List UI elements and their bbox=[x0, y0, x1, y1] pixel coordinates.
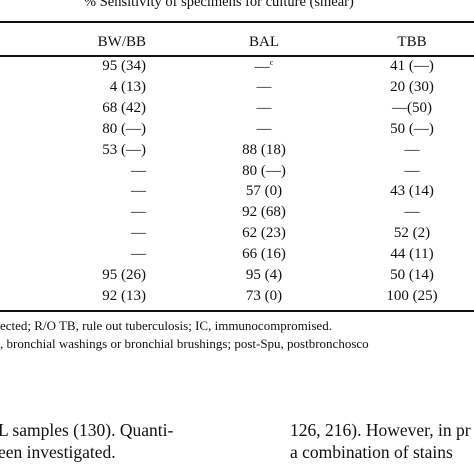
table-cell: 95 (4) bbox=[200, 267, 328, 284]
column-header-rule bbox=[0, 55, 474, 57]
header-underline bbox=[0, 21, 474, 23]
table-cell-value: 52 (2) bbox=[393, 225, 431, 242]
table-cell-value: 50 (—) bbox=[390, 120, 434, 137]
table-cell: 20 (30) bbox=[362, 79, 462, 96]
table-cell: 52 (2) bbox=[362, 225, 462, 242]
table-cell: 62 (23) bbox=[200, 225, 328, 242]
table-cell: — bbox=[200, 79, 328, 96]
table-cell-value: 68 (42) bbox=[102, 99, 146, 116]
table-header-title: % Sensitivity of specimens for culture (… bbox=[84, 0, 464, 11]
table-cell-value: — bbox=[254, 59, 270, 75]
table-cell: — bbox=[50, 183, 146, 200]
table-cell: — bbox=[50, 225, 146, 242]
table-cell: 50 (14) bbox=[362, 267, 462, 284]
table-cell-value: — bbox=[131, 162, 146, 179]
table-cell: 66 (16) bbox=[200, 246, 328, 263]
table-cell: 41 (—) bbox=[362, 58, 462, 75]
footnote-line: , bronchial washings or bronchial brushi… bbox=[0, 336, 369, 351]
table-cell: 68 (42) bbox=[50, 100, 146, 117]
table-cell: — bbox=[362, 163, 462, 180]
table-cell: — bbox=[200, 121, 328, 138]
table-cell: 50 (—) bbox=[362, 121, 462, 138]
body-text-left-line: een investigated. bbox=[0, 442, 116, 462]
table-cell: 53 (—) bbox=[50, 142, 146, 159]
table-cell: 95 (34) bbox=[50, 58, 146, 75]
table-cell: 80 (—) bbox=[50, 121, 146, 138]
table-cell-value: — bbox=[131, 204, 146, 221]
table-cell-value: — bbox=[131, 246, 146, 263]
table-bottom-rule bbox=[0, 310, 474, 312]
table-cell: 44 (11) bbox=[362, 246, 462, 263]
table-cell-value: 100 (25) bbox=[386, 287, 438, 304]
table-cell-value: 62 (23) bbox=[242, 225, 286, 242]
table-cell-value: 43 (14) bbox=[390, 183, 434, 200]
table-cell-value: — bbox=[256, 99, 272, 116]
body-text-right-line: a combination of stains bbox=[290, 442, 453, 462]
table-cell-value: 80 (—) bbox=[102, 120, 146, 137]
column-header-tbb: TBB bbox=[397, 34, 427, 50]
table-cell: — bbox=[50, 204, 146, 221]
header-text: % Sensitivity of specimens for culture (… bbox=[84, 0, 354, 10]
table-cell: 80 (—) bbox=[200, 163, 328, 180]
table-cell-value: 44 (11) bbox=[390, 246, 434, 263]
table-cell-value: —(50) bbox=[392, 99, 432, 116]
cell-superscript: c bbox=[269, 58, 274, 67]
header-superscript: b bbox=[354, 0, 359, 2]
table-cell-value: 95 (4) bbox=[245, 267, 283, 283]
table-cell-value: 88 (18) bbox=[242, 141, 286, 158]
table-cell-value: 4 (13) bbox=[109, 78, 146, 95]
table-cell: 92 (13) bbox=[50, 288, 146, 305]
table-cell-value: 80 (—) bbox=[242, 162, 286, 179]
table-cell-value: — bbox=[131, 225, 146, 242]
table-cell-value: — bbox=[404, 204, 420, 221]
table-cell-value: 41 (—) bbox=[390, 58, 434, 74]
table-cell-value: 95 (34) bbox=[102, 58, 146, 74]
table-cell: 88 (18) bbox=[200, 142, 328, 159]
table-cell-value: 53 (—) bbox=[102, 141, 146, 158]
table-cell-value: — bbox=[404, 141, 420, 158]
table-cell: —(50) bbox=[362, 100, 462, 117]
table-cell: — bbox=[200, 100, 328, 117]
table-cell: 95 (26) bbox=[50, 267, 146, 284]
table-cell: — bbox=[50, 246, 146, 263]
table-cell: 100 (25) bbox=[362, 288, 462, 305]
table-cell: —c bbox=[200, 58, 328, 76]
table-cell-value: 20 (30) bbox=[390, 78, 434, 95]
table-cell-value: — bbox=[256, 78, 272, 95]
table-cell-value: 50 (14) bbox=[390, 267, 434, 283]
column-header-bwbb: BW/BB bbox=[97, 34, 146, 50]
table-cell-value: — bbox=[256, 120, 272, 137]
table-cell-value: 92 (13) bbox=[102, 287, 146, 304]
footnote-line: ected; R/O TB, rule out tuberculosis; IC… bbox=[0, 318, 332, 333]
table-cell: 92 (68) bbox=[200, 204, 328, 221]
table-cell-value: 95 (26) bbox=[102, 267, 146, 283]
table-cell: — bbox=[362, 142, 462, 159]
table-cell: 57 (0) bbox=[200, 183, 328, 200]
body-text-left-line: L samples (130). Quanti- bbox=[0, 420, 174, 440]
table-cell-value: 66 (16) bbox=[242, 246, 286, 263]
table-cell: 43 (14) bbox=[362, 183, 462, 200]
column-header-bal: BAL bbox=[249, 34, 279, 50]
table-cell: — bbox=[362, 204, 462, 221]
table-cell-value: 73 (0) bbox=[245, 287, 283, 304]
table-cell-value: — bbox=[404, 162, 420, 179]
body-text-right-line: 126, 216). However, in pr bbox=[290, 420, 471, 440]
table-cell: 73 (0) bbox=[200, 288, 328, 305]
table-cell: — bbox=[50, 163, 146, 180]
table-cell: 4 (13) bbox=[50, 79, 146, 96]
table-cell-value: 92 (68) bbox=[242, 204, 286, 221]
table-cell-value: — bbox=[131, 183, 146, 200]
table-cell-value: 57 (0) bbox=[245, 183, 283, 200]
